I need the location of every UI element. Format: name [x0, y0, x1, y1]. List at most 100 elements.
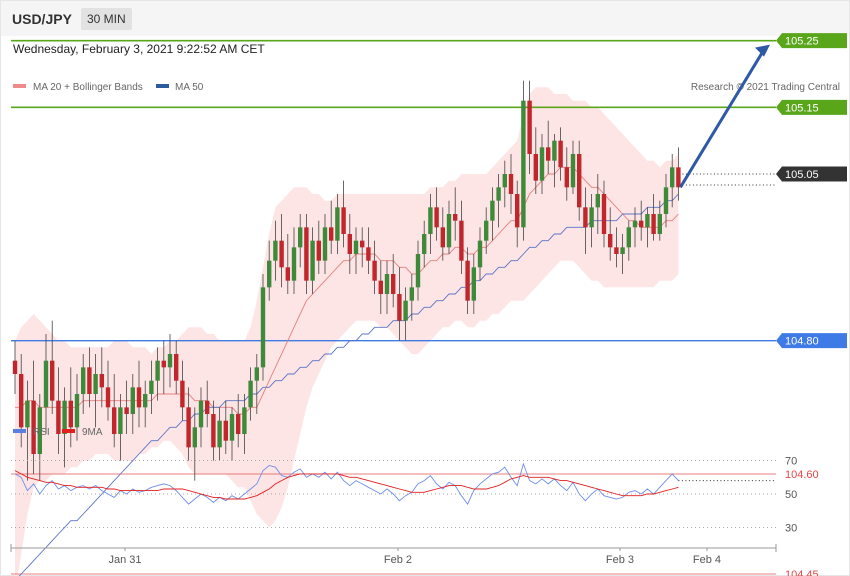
candle-body [645, 214, 650, 228]
candle-body [304, 227, 309, 281]
candle-body [595, 194, 600, 208]
level-label-105-25: 105.25 [785, 36, 819, 48]
candle-body [19, 374, 24, 428]
candle-body [620, 247, 625, 255]
candle-body [329, 227, 334, 241]
candle-body [291, 247, 297, 281]
candle-body [279, 240, 284, 268]
candle-body [477, 240, 483, 268]
legend-bollinger-label: MA 20 + Bollinger Bands [33, 82, 143, 93]
bollinger-band-area [15, 87, 679, 576]
candle-body [409, 287, 414, 301]
candle-body [180, 380, 185, 408]
candle-body [161, 360, 166, 368]
candle-body [632, 220, 638, 228]
header-bar: USD/JPY 30 MIN [1, 1, 849, 36]
candle-body [484, 220, 489, 241]
candle-body [465, 260, 470, 301]
candle-body [37, 407, 42, 455]
candle-body [428, 207, 433, 235]
candle-body [310, 240, 315, 281]
candle-body [533, 153, 538, 181]
candle-body [124, 407, 129, 415]
credit-text: Research © 2021 Trading Central [691, 82, 840, 93]
level-tag-104-80 [776, 333, 847, 349]
candle-body [217, 420, 222, 448]
candle-body [676, 167, 681, 188]
candle-body [149, 380, 154, 395]
candle-body [143, 394, 148, 408]
candle-body [608, 234, 613, 248]
candle-body [248, 380, 253, 408]
legend-ma50-label: MA 50 [175, 82, 204, 93]
candle-body [31, 400, 36, 455]
candle-body [378, 280, 383, 295]
legend-bollinger-swatch [13, 84, 26, 88]
candle-body [105, 387, 111, 408]
candle-body [453, 214, 458, 221]
candle-body [372, 260, 377, 281]
candle-body [93, 374, 98, 395]
candle-body [87, 367, 92, 395]
candle-body [155, 360, 160, 381]
rsi-tick-70: 70 [785, 456, 797, 468]
candle-body [316, 240, 321, 261]
candle-body [229, 414, 235, 441]
candle-body [403, 300, 408, 321]
candle-body [626, 227, 631, 248]
x-tick-label: Feb 2 [384, 554, 412, 566]
level-label-105-05: 105.05 [785, 169, 819, 181]
projection-arrow-shaft [679, 48, 766, 189]
candle-body [558, 140, 563, 168]
candle-body [267, 260, 272, 288]
candle-body [440, 227, 445, 248]
candle-body [254, 367, 259, 381]
candle-body [43, 360, 49, 408]
candle-body [211, 414, 216, 448]
candle-body [341, 207, 346, 235]
level-labels-layer: 105.25 105.15 105.05 104.80 104.60 104.45 [776, 33, 847, 576]
candle-body [192, 427, 197, 448]
legend-rsi-swatch [13, 429, 26, 433]
candle-body [335, 207, 340, 241]
candle-body [285, 267, 290, 281]
candle-body [223, 420, 228, 441]
projection-arrow-head [755, 44, 770, 57]
candle-body [25, 400, 30, 428]
candle-body [564, 167, 569, 188]
candle-body [508, 174, 514, 195]
level-tag-105-05 [776, 166, 847, 182]
candle-body [639, 220, 644, 228]
ma50-line [18, 193, 679, 576]
candle-body [198, 400, 204, 428]
candle-body [614, 247, 619, 255]
candle-body [570, 153, 576, 188]
level-label-105-15: 105.15 [785, 102, 819, 114]
rsi-9ma-line [14, 470, 679, 500]
moving-averages-layer [15, 166, 679, 576]
candle-body [136, 387, 142, 408]
candle-body [496, 187, 501, 201]
candle-body [366, 247, 371, 261]
candle-body [391, 274, 396, 295]
candle-body [601, 194, 607, 235]
candle-body [459, 220, 464, 261]
level-label-104-60: 104.60 [785, 469, 819, 481]
x-tick-label: Jan 31 [108, 554, 141, 566]
candles-layer [12, 44, 770, 481]
candle-body [273, 240, 278, 261]
candle-body [546, 147, 551, 161]
x-tick-label: Feb 4 [693, 554, 721, 566]
chart-datetime: Wednesday, February 3, 2021 9:22:52 AM C… [13, 42, 265, 56]
timeframe-button[interactable]: 30 MIN [81, 8, 132, 30]
candle-body [81, 367, 86, 395]
level-label-104-80: 104.80 [785, 336, 819, 348]
legend-9ma-label: 9MA [82, 427, 103, 438]
candle-body [527, 100, 532, 154]
candle-body [552, 140, 557, 161]
candle-body [663, 187, 669, 215]
candle-body [205, 400, 210, 415]
candle-body [186, 407, 191, 448]
candle-body [167, 354, 173, 368]
candle-body [577, 153, 582, 208]
